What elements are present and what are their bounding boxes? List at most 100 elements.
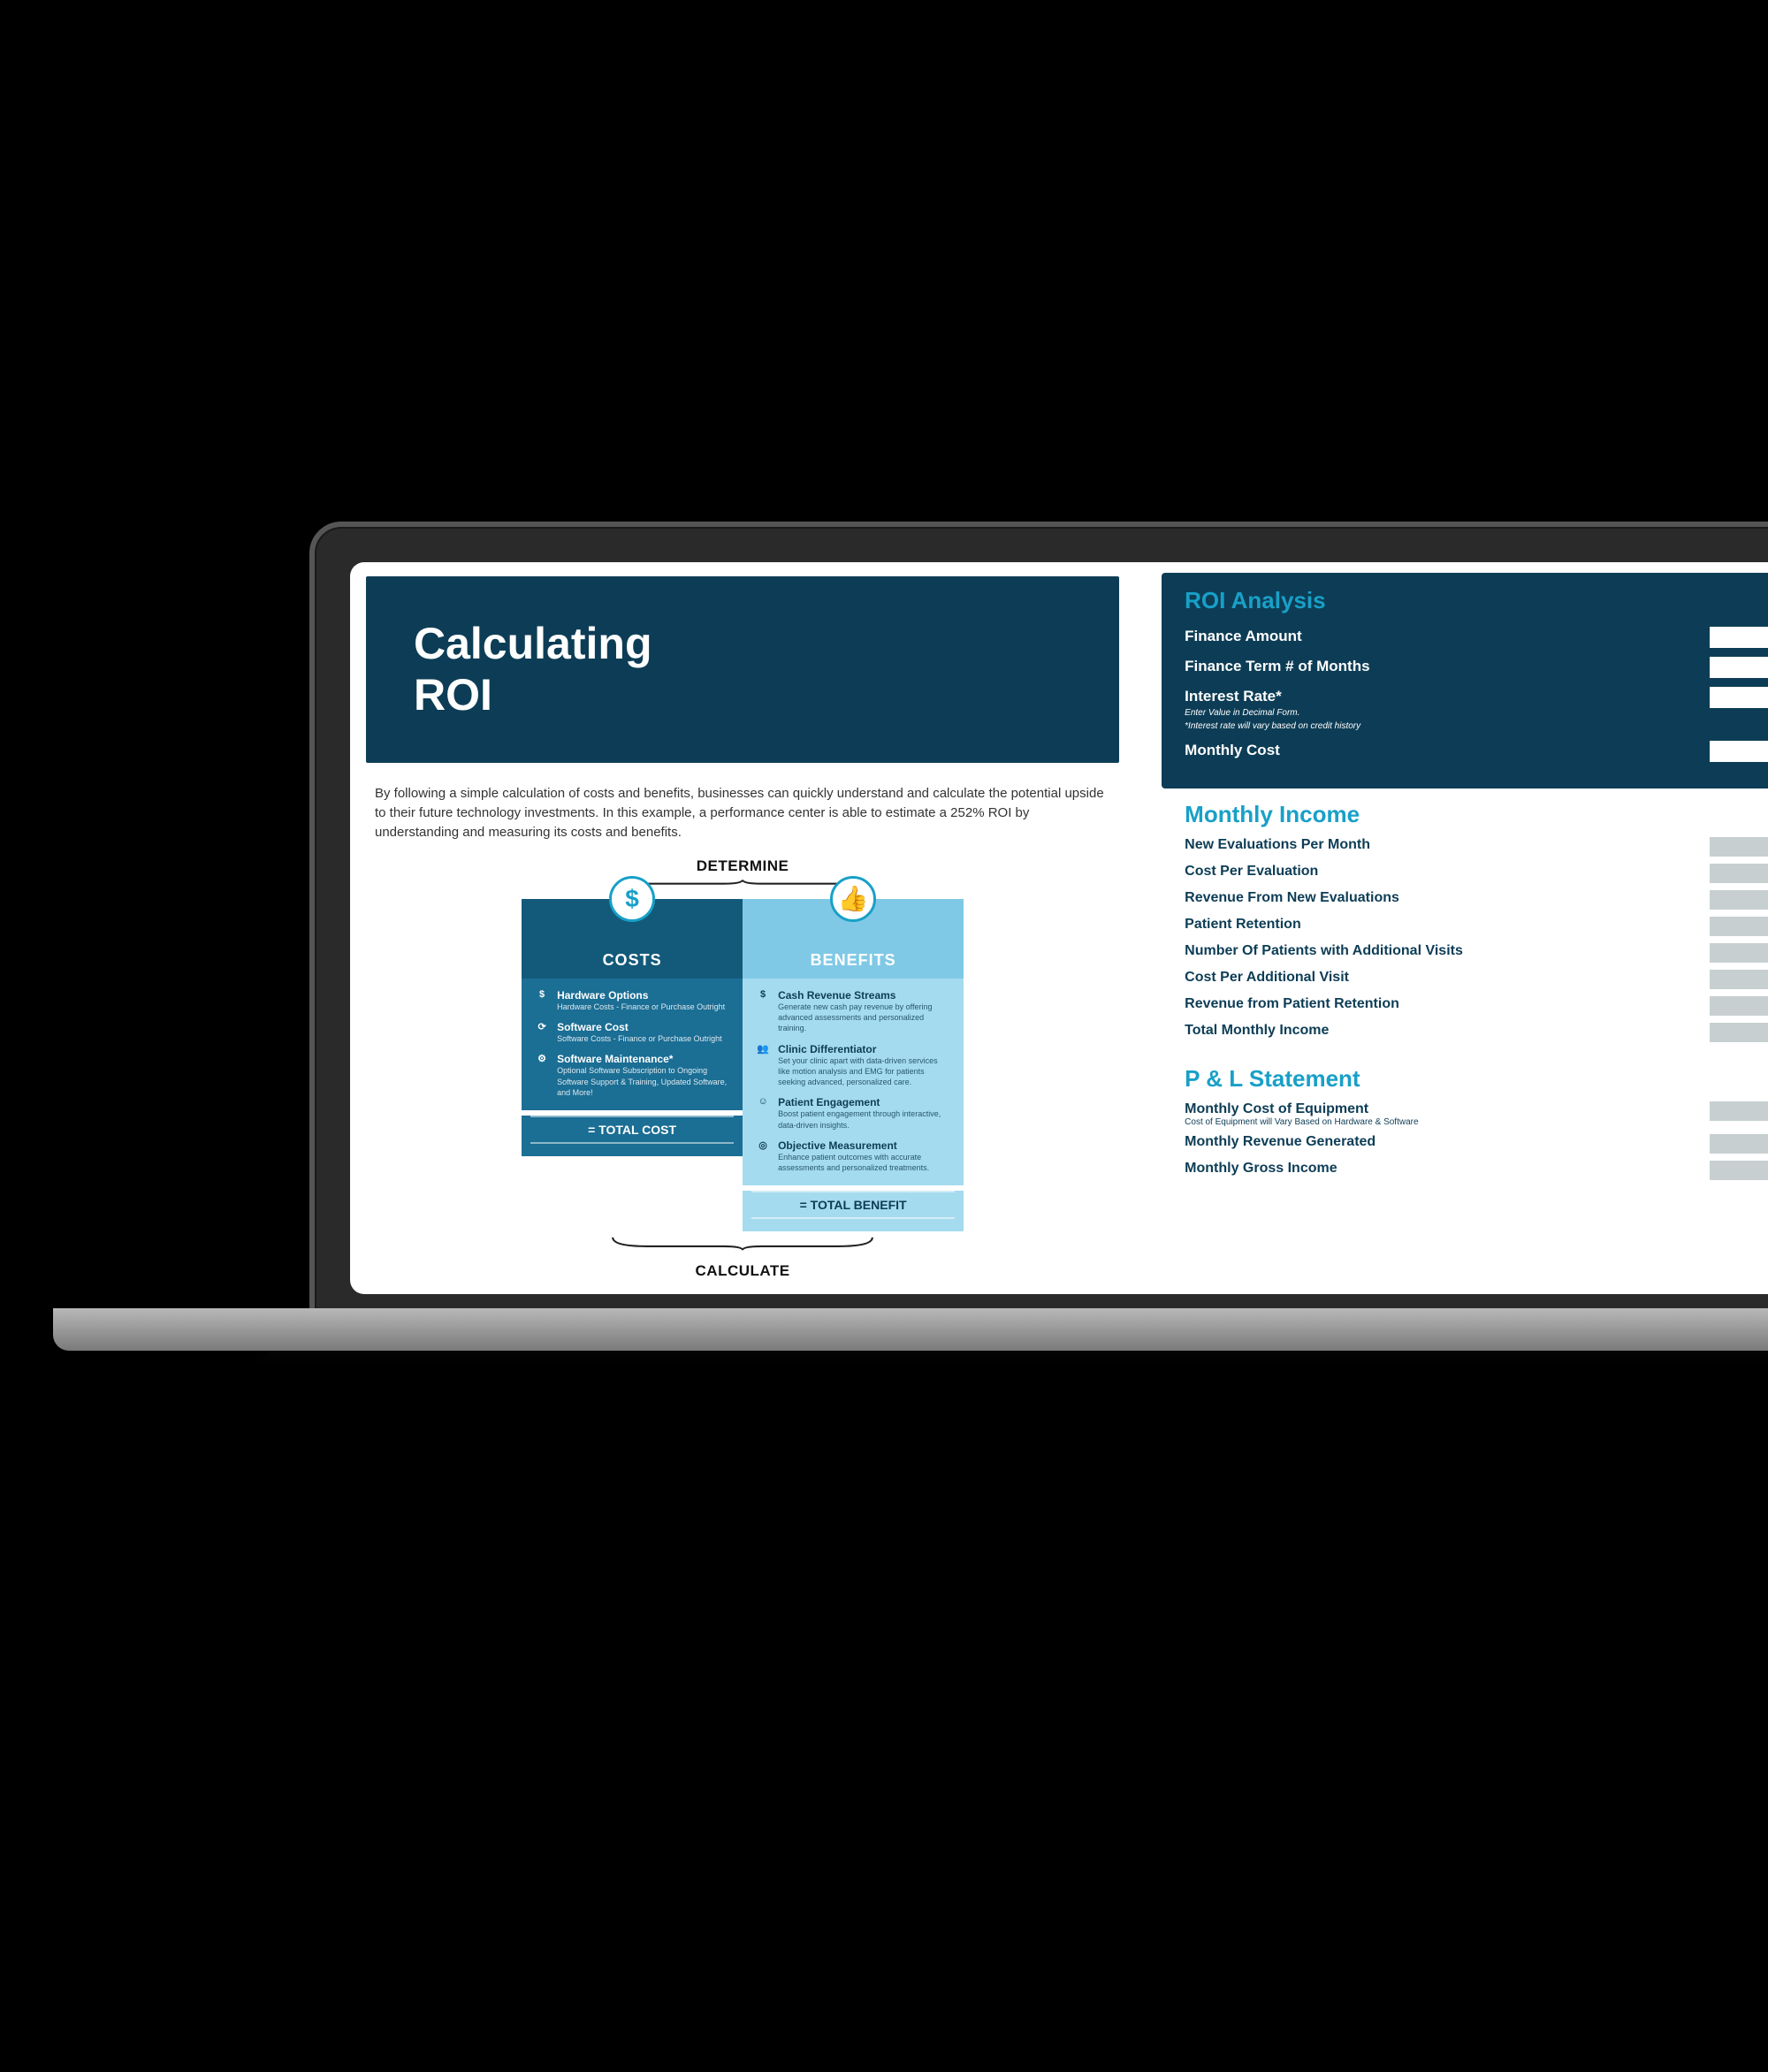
monthly-cost-label: Monthly Cost (1185, 741, 1692, 759)
page-title: Calculating ROI (414, 619, 1071, 720)
item-sub: Hardware Costs - Finance or Purchase Out… (557, 1002, 725, 1011)
pl-field[interactable] (1710, 1161, 1768, 1180)
finance-term-row: Finance Term # of Months (1185, 657, 1768, 678)
item-title: Patient Engagement (778, 1096, 951, 1108)
monthly-cost-row: Monthly Cost (1185, 741, 1768, 762)
income-field[interactable] (1710, 837, 1768, 857)
gear-icon: ⚙ (534, 1053, 550, 1064)
income-row: Cost Per Additional Visit (1185, 970, 1768, 989)
monthly-cost-field[interactable] (1710, 741, 1768, 762)
title-line-1: Calculating (414, 619, 652, 668)
benefits-item: ◎ Objective MeasurementEnhance patient o… (755, 1139, 951, 1174)
benefits-header: 👍 BENEFITS (743, 899, 964, 979)
screen: Calculating ROI By following a simple ca… (350, 562, 1768, 1294)
income-label: Revenue from Patient Retention (1185, 996, 1692, 1012)
finance-amount-row: Finance Amount (1185, 627, 1768, 648)
benefits-item: ☺ Patient EngagementBoost patient engage… (755, 1096, 951, 1131)
costs-benefits-diagram: $ COSTS $ Hardware OptionsHardware Costs… (366, 899, 1119, 1232)
title-line-2: ROI (414, 670, 492, 720)
costs-item: ⚙ Software Maintenance*Optional Software… (534, 1053, 730, 1098)
target-icon: ◎ (755, 1139, 771, 1151)
costs-item: ⟳ Software CostSoftware Costs - Finance … (534, 1021, 730, 1044)
benefits-body: $ Cash Revenue StreamsGenerate new cash … (743, 979, 964, 1186)
smile-icon: ☺ (755, 1096, 771, 1107)
costs-item: $ Hardware OptionsHardware Costs - Finan… (534, 989, 730, 1012)
income-row: Patient Retention (1185, 917, 1768, 936)
item-title: Cash Revenue Streams (778, 989, 951, 1002)
interest-rate-label: Interest Rate* Enter Value in Decimal Fo… (1185, 687, 1692, 732)
pl-row: Monthly Revenue Generated (1185, 1134, 1768, 1154)
monthly-income-section: Monthly Income New Evaluations Per Month… (1162, 788, 1768, 1053)
laptop-base-edge (53, 1308, 1768, 1351)
pl-label: Monthly Cost of EquipmentCost of Equipme… (1185, 1101, 1692, 1127)
brace-bottom-icon (557, 1235, 928, 1252)
item-sub: Optional Software Subscription to Ongoin… (557, 1066, 727, 1097)
item-title: Software Cost (557, 1021, 730, 1033)
pl-field[interactable] (1710, 1134, 1768, 1154)
income-field[interactable] (1710, 1023, 1768, 1042)
income-row: Total Monthly Income (1185, 1023, 1768, 1042)
monthly-income-title: Monthly Income (1185, 801, 1768, 828)
finance-amount-label: Finance Amount (1185, 627, 1692, 645)
income-field[interactable] (1710, 917, 1768, 936)
item-title: Objective Measurement (778, 1139, 951, 1152)
benefits-item: $ Cash Revenue StreamsGenerate new cash … (755, 989, 951, 1034)
item-sub: Enhance patient outcomes with accurate a… (778, 1153, 929, 1172)
pl-label: Monthly Gross Income (1185, 1161, 1692, 1177)
total-benefit-label: TOTAL BENEFIT (751, 1191, 955, 1219)
income-label: Patient Retention (1185, 917, 1692, 933)
income-label: Revenue From New Evaluations (1185, 890, 1692, 906)
costs-body: $ Hardware OptionsHardware Costs - Finan… (522, 979, 743, 1110)
left-panel: Calculating ROI By following a simple ca… (350, 562, 1135, 1294)
benefits-column: 👍 BENEFITS $ Cash Revenue StreamsGenerat… (743, 899, 964, 1232)
pl-statement-title: P & L Statement (1185, 1065, 1768, 1093)
item-sub: Set your clinic apart with data-driven s… (778, 1056, 938, 1087)
pl-note: Cost of Equipment will Vary Based on Har… (1185, 1117, 1692, 1127)
pl-row: Monthly Cost of EquipmentCost of Equipme… (1185, 1101, 1768, 1127)
roi-analysis-title: ROI Analysis (1185, 587, 1768, 614)
income-field[interactable] (1710, 970, 1768, 989)
income-label: New Evaluations Per Month (1185, 837, 1692, 853)
pl-row: Monthly Gross Income (1185, 1161, 1768, 1180)
roi-analysis-box: ROI Analysis Finance Amount Finance Term… (1162, 573, 1768, 788)
title-block: Calculating ROI (366, 576, 1119, 763)
finance-term-field[interactable] (1710, 657, 1768, 678)
item-sub: Software Costs - Finance or Purchase Out… (557, 1034, 722, 1043)
item-title: Hardware Options (557, 989, 730, 1002)
finance-term-label: Finance Term # of Months (1185, 657, 1692, 675)
income-label: Number Of Patients with Additional Visit… (1185, 943, 1692, 959)
calculate-label: CALCULATE (366, 1262, 1119, 1280)
item-sub: Boost patient engagement through interac… (778, 1109, 941, 1129)
income-label: Cost Per Evaluation (1185, 864, 1692, 880)
finance-amount-field[interactable] (1710, 627, 1768, 648)
income-row: Revenue From New Evaluations (1185, 890, 1768, 910)
dollar-icon: $ (609, 876, 655, 922)
right-panel: ROI Analysis Finance Amount Finance Term… (1135, 562, 1768, 1294)
pl-field[interactable] (1710, 1101, 1768, 1121)
income-label: Total Monthly Income (1185, 1023, 1692, 1039)
intro-text: By following a simple calculation of cos… (366, 763, 1119, 850)
income-field[interactable] (1710, 943, 1768, 963)
dollar-icon: $ (755, 989, 771, 1000)
interest-rate-hint: Enter Value in Decimal Form. (1185, 707, 1692, 719)
interest-rate-field[interactable] (1710, 687, 1768, 708)
dollar-icon: $ (534, 989, 550, 1000)
costs-column: $ COSTS $ Hardware OptionsHardware Costs… (522, 899, 743, 1232)
costs-header: $ COSTS (522, 899, 743, 979)
income-field[interactable] (1710, 864, 1768, 883)
income-row: New Evaluations Per Month (1185, 837, 1768, 857)
pl-statement-section: P & L Statement Monthly Cost of Equipmen… (1162, 1053, 1768, 1191)
item-title: Software Maintenance* (557, 1053, 730, 1065)
people-icon: 👥 (755, 1043, 771, 1055)
interest-rate-disclaimer: *Interest rate will vary based on credit… (1185, 720, 1692, 732)
income-field[interactable] (1710, 890, 1768, 910)
income-field[interactable] (1710, 996, 1768, 1016)
interest-rate-row: Interest Rate* Enter Value in Decimal Fo… (1185, 687, 1768, 732)
thumbs-up-icon: 👍 (830, 876, 876, 922)
benefits-title: BENEFITS (811, 951, 896, 970)
refresh-icon: ⟳ (534, 1021, 550, 1032)
costs-title: COSTS (603, 951, 662, 970)
determine-label: DETERMINE (366, 857, 1119, 875)
income-row: Revenue from Patient Retention (1185, 996, 1768, 1016)
pl-label: Monthly Revenue Generated (1185, 1134, 1692, 1150)
